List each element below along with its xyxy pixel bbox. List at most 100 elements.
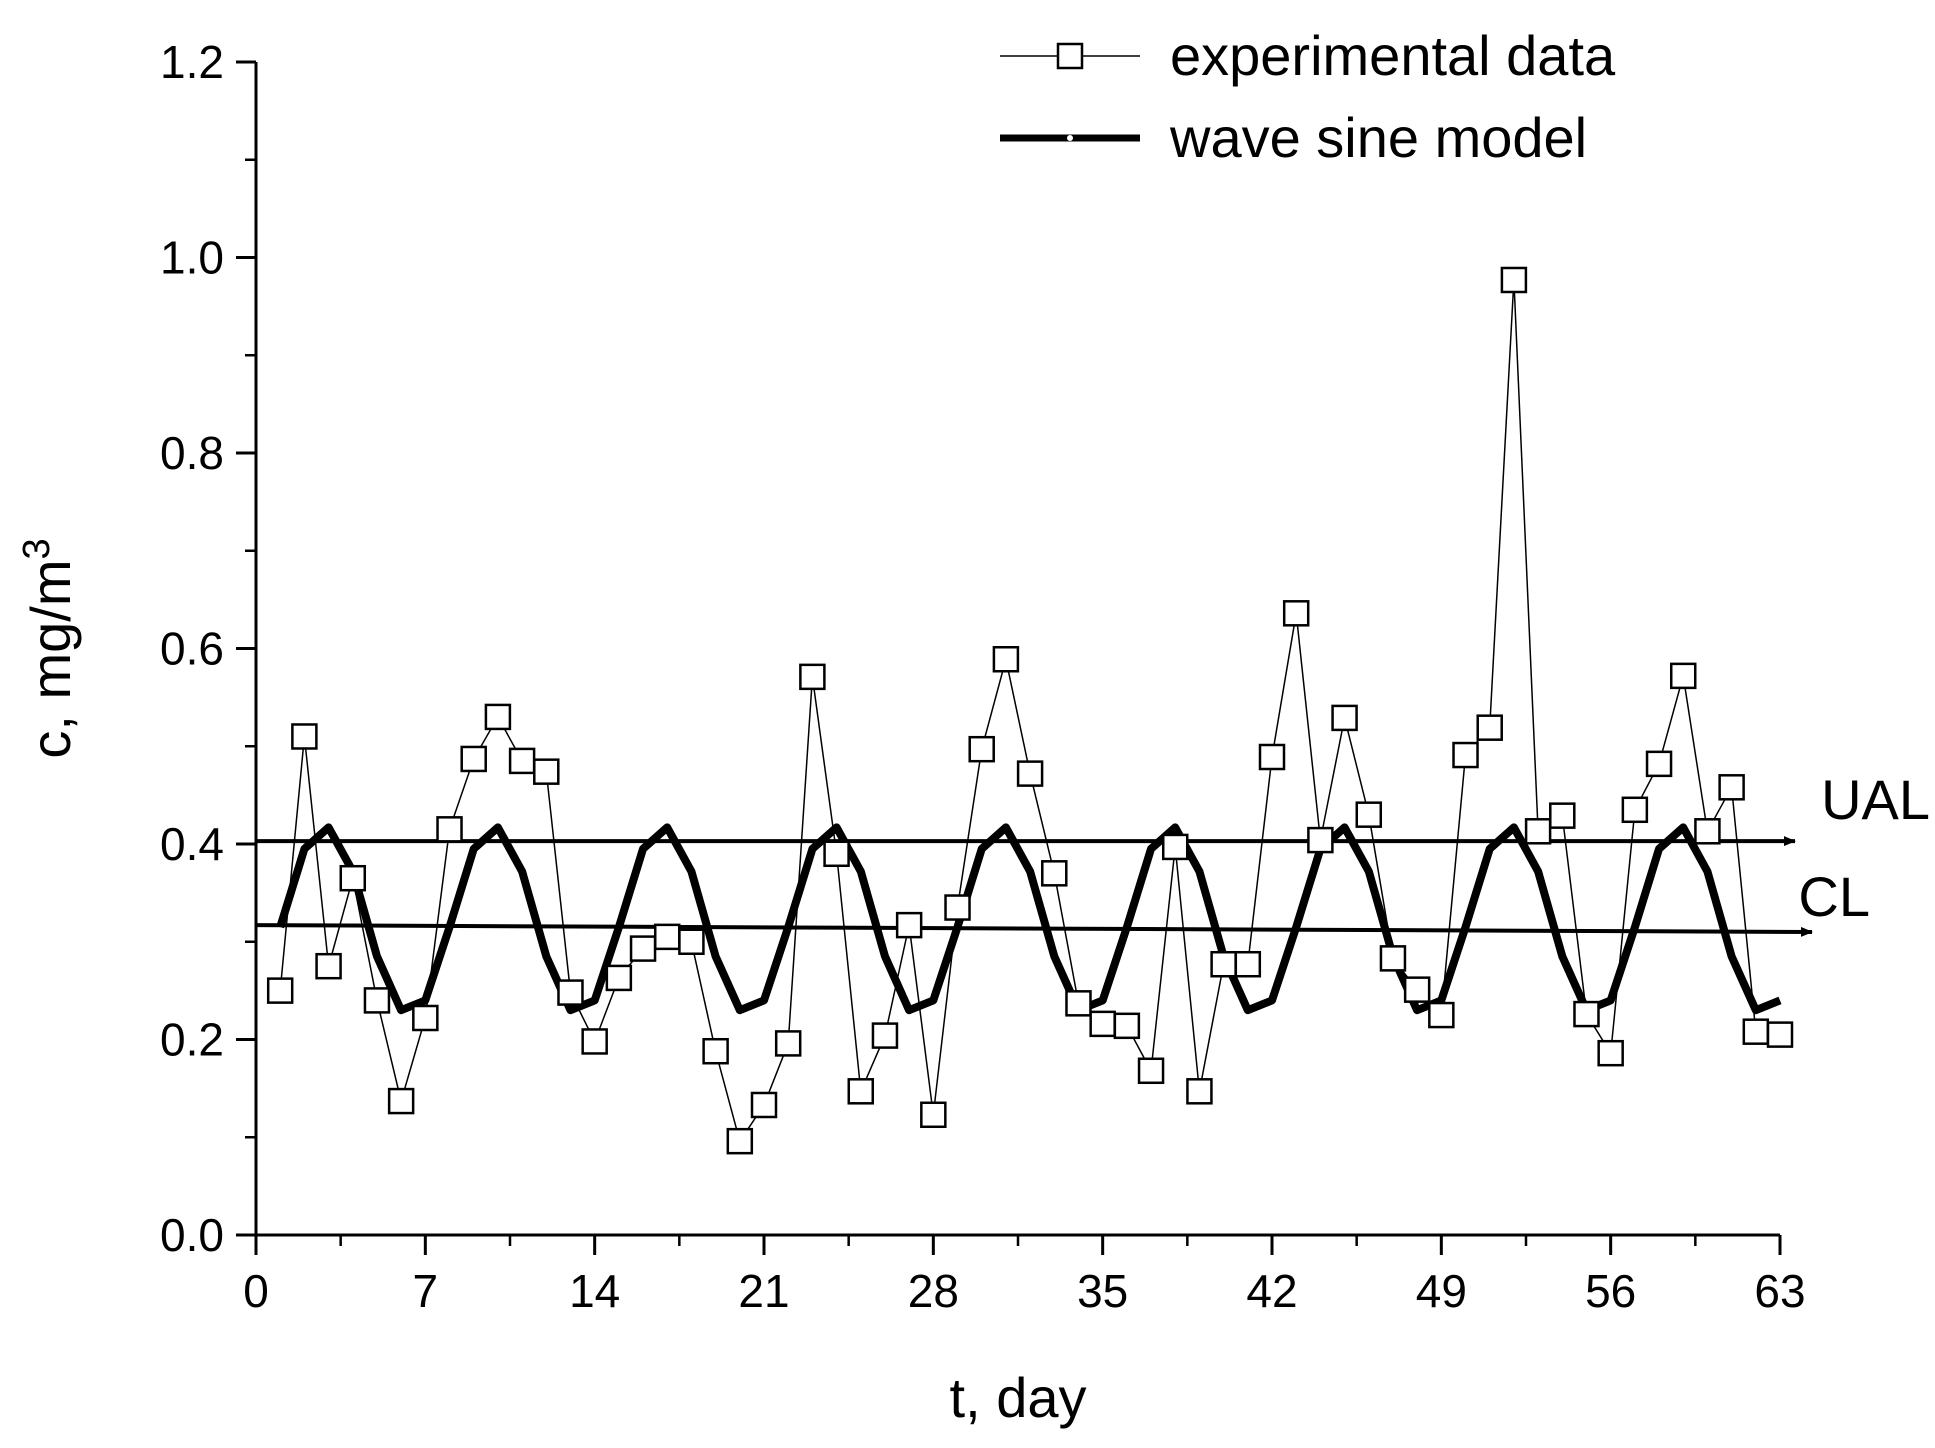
data-point-experimental	[484, 703, 512, 731]
legend-label-model: wave sine model	[1169, 106, 1587, 169]
data-point-experimental	[1766, 1021, 1794, 1048]
data-point-experimental	[1669, 662, 1697, 690]
y-ticks: 0.0 0.2 0.4 0.6 0.8 1.0 1.2	[160, 36, 256, 1261]
x-tick-label: 56	[1585, 1265, 1636, 1317]
data-point-experimental	[1718, 774, 1745, 801]
x-tick-label: 14	[569, 1265, 620, 1317]
data-point-experimental	[920, 1101, 947, 1129]
y-axis-title-superscript: 3	[16, 538, 58, 559]
y-axis-title: c, mg/m3	[16, 538, 82, 758]
data-point-experimental	[363, 987, 391, 1014]
x-tick-label: 35	[1077, 1265, 1128, 1317]
data-point-experimental	[774, 1030, 802, 1057]
axes: 0 7 14 21 28 35 42 49 56 63 0.0 0.2 0.4 0.6 0.8 1.0 1.2	[160, 36, 1806, 1317]
reference-line-cl	[255, 923, 1813, 937]
y-tick-label: 0.6	[160, 623, 224, 675]
data-point-experimental	[1549, 802, 1576, 829]
x-axis-title: t, day	[950, 1366, 1087, 1429]
reference-label-ual: UAL	[1821, 768, 1930, 831]
data-point-experimental	[1355, 801, 1383, 828]
data-point-experimental	[1428, 1001, 1455, 1029]
reference-label-cl: CL	[1798, 865, 1870, 928]
y-tick-label: 0.2	[160, 1014, 224, 1066]
y-axis-title-main: c, mg/m	[19, 560, 82, 759]
data-point-experimental	[871, 1022, 899, 1049]
x-tick-label: 28	[908, 1265, 959, 1317]
data-point-experimental	[823, 840, 850, 868]
data-point-experimental	[1307, 826, 1334, 854]
data-point-experimental	[702, 1037, 729, 1065]
data-point-experimental	[1113, 1012, 1141, 1040]
data-point-experimental	[1573, 1000, 1600, 1028]
data-point-experimental	[1379, 945, 1407, 972]
data-point-experimental	[1403, 976, 1431, 1003]
x-tick-label: 63	[1754, 1265, 1805, 1317]
x-ticks: 0 7 14 21 28 35 42 49 56 63	[243, 1235, 1806, 1317]
data-point-experimental	[847, 1078, 875, 1105]
data-point-experimental	[1234, 950, 1262, 978]
legend: experimental data wave sine model	[1000, 24, 1616, 169]
data-point-experimental	[1137, 1057, 1165, 1085]
data-point-experimental	[653, 923, 681, 951]
data-point-experimental	[1041, 860, 1068, 887]
data-point-experimental	[508, 747, 536, 775]
data-point-experimental	[387, 1087, 415, 1115]
data-point-experimental	[1282, 600, 1310, 627]
data-point-experimental	[581, 1028, 608, 1055]
data-point-experimental	[605, 964, 633, 992]
data-point-experimental	[629, 935, 657, 962]
data-point-experimental	[1621, 796, 1649, 824]
data-point-experimental	[750, 1091, 778, 1119]
data-point-experimental	[1186, 1078, 1213, 1105]
data-point-experimental	[557, 979, 584, 1006]
data-point-experimental	[1500, 266, 1528, 294]
x-tick-label: 49	[1416, 1265, 1467, 1317]
x-tick-label: 0	[243, 1265, 269, 1317]
data-point-experimental	[460, 745, 487, 773]
data-point-experimental	[992, 646, 1020, 673]
data-point-experimental	[1065, 990, 1092, 1017]
y-tick-label: 1.0	[160, 232, 224, 284]
data-point-experimental	[1524, 818, 1552, 845]
data-point-experimental	[1210, 950, 1237, 978]
series-layer	[266, 266, 1794, 1155]
legend-square-marker-icon	[1056, 42, 1084, 70]
legend-dot-marker-icon	[1067, 135, 1073, 141]
y-tick-label: 0.4	[160, 818, 224, 870]
data-point-experimental	[895, 911, 923, 939]
data-point-experimental	[315, 952, 342, 980]
data-point-experimental	[266, 977, 294, 1004]
data-point-experimental	[1476, 714, 1503, 741]
data-point-experimental	[1258, 743, 1286, 771]
legend-item-experimental: experimental data	[1000, 24, 1616, 87]
data-point-experimental	[533, 758, 560, 785]
data-point-experimental	[1016, 760, 1044, 787]
data-point-experimental	[1645, 750, 1673, 778]
x-tick-label: 7	[413, 1265, 439, 1317]
data-point-experimental	[1742, 1018, 1770, 1045]
data-point-experimental	[678, 928, 705, 955]
y-tick-label: 0.0	[160, 1209, 224, 1261]
series-line-model	[276, 823, 1782, 1015]
data-point-experimental	[412, 1004, 439, 1032]
data-point-experimental	[1597, 1039, 1624, 1067]
data-point-experimental	[944, 894, 971, 921]
data-point-experimental	[1089, 1010, 1116, 1038]
y-tick-label: 1.2	[160, 36, 224, 88]
data-point-experimental	[1331, 704, 1358, 732]
data-point-experimental	[968, 735, 995, 763]
data-point-experimental	[799, 663, 826, 691]
y-tick-label: 0.8	[160, 427, 224, 479]
data-point-experimental	[339, 864, 367, 892]
data-point-experimental	[726, 1127, 754, 1155]
data-point-experimental	[436, 816, 463, 843]
data-point-experimental	[291, 723, 318, 750]
data-point-experimental	[1161, 833, 1189, 861]
data-point-experimental	[1452, 741, 1479, 769]
x-tick-label: 21	[738, 1265, 789, 1317]
data-point-experimental	[1694, 818, 1721, 845]
legend-label-experimental: experimental data	[1170, 24, 1616, 87]
x-tick-label: 42	[1246, 1265, 1297, 1317]
legend-item-model: wave sine model	[1000, 106, 1587, 169]
